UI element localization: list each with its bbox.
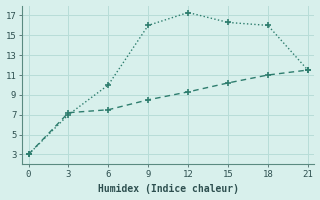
X-axis label: Humidex (Indice chaleur): Humidex (Indice chaleur) — [98, 184, 239, 194]
